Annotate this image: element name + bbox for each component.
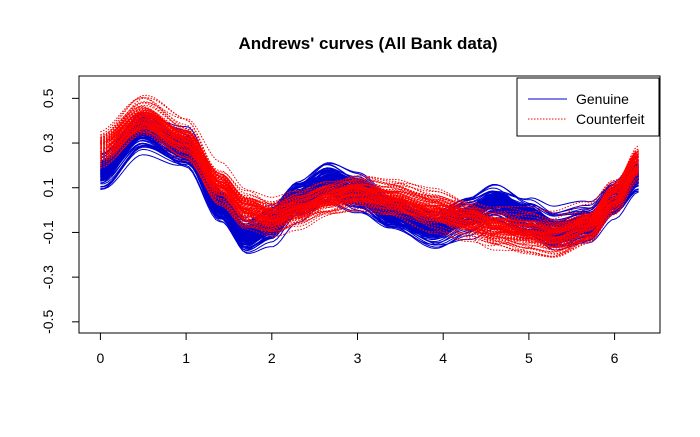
y-tick-label: -0.5 — [40, 310, 56, 334]
curves-layer — [100, 94, 639, 258]
andrews-curve-counterfeit — [100, 127, 639, 230]
y-tick-label: 0.5 — [40, 88, 56, 108]
andrews-curve-counterfeit — [100, 115, 639, 230]
andrews-curve-counterfeit — [100, 123, 639, 238]
y-tick-label: -0.1 — [40, 220, 56, 244]
andrews-curve-counterfeit — [100, 126, 639, 251]
andrews-curve-counterfeit — [100, 101, 639, 231]
x-tick-label: 0 — [97, 350, 105, 366]
andrews-curve-counterfeit — [100, 114, 639, 240]
andrews-curve-counterfeit — [100, 127, 639, 226]
chart-title: Andrews' curves (All Bank data) — [238, 34, 497, 53]
y-axis: -0.5 -0.3 -0.1 0.1 0.3 0.5 — [40, 88, 80, 334]
y-tick-label: 0.1 — [40, 178, 56, 198]
andrews-curve-counterfeit — [100, 125, 639, 239]
x-tick-label: 1 — [182, 350, 190, 366]
andrews-curve-counterfeit — [100, 121, 639, 248]
andrews-curve-counterfeit — [100, 119, 639, 236]
andrews-curve-counterfeit — [100, 114, 639, 245]
andrews-curve-counterfeit — [100, 133, 639, 240]
andrews-curve-counterfeit — [100, 112, 639, 229]
andrews-curve-counterfeit — [100, 119, 639, 245]
x-tick-label: 5 — [525, 350, 533, 366]
andrews-curve-counterfeit — [100, 111, 639, 230]
andrews-curve-counterfeit — [100, 117, 639, 247]
andrews-curve-counterfeit — [100, 124, 639, 233]
y-tick-label: -0.3 — [40, 265, 56, 289]
x-tick-label: 2 — [268, 350, 276, 366]
x-tick-label: 3 — [354, 350, 362, 366]
legend-box — [516, 77, 660, 137]
andrews-curve-counterfeit — [100, 127, 639, 238]
y-tick-label: 0.3 — [40, 133, 56, 153]
legend-counterfeit-label: Counterfeit — [576, 111, 645, 127]
andrews-curve-counterfeit — [100, 121, 639, 253]
andrews-curve-counterfeit — [100, 119, 639, 258]
andrews-curve-counterfeit — [100, 125, 639, 248]
series-counterfeit-curves — [100, 94, 639, 258]
andrews-curve-counterfeit — [100, 104, 639, 233]
andrews-curve-counterfeit — [100, 130, 639, 230]
legend: Genuine Counterfeit — [516, 77, 660, 137]
andrews-curve-counterfeit — [100, 114, 639, 227]
x-tick-label: 4 — [439, 350, 447, 366]
andrews-curve-counterfeit — [100, 126, 639, 238]
legend-genuine-label: Genuine — [576, 91, 629, 107]
x-axis: 0 1 2 3 4 5 6 — [97, 332, 619, 366]
andrews-curve-counterfeit — [100, 113, 639, 220]
x-tick-label: 6 — [611, 350, 619, 366]
